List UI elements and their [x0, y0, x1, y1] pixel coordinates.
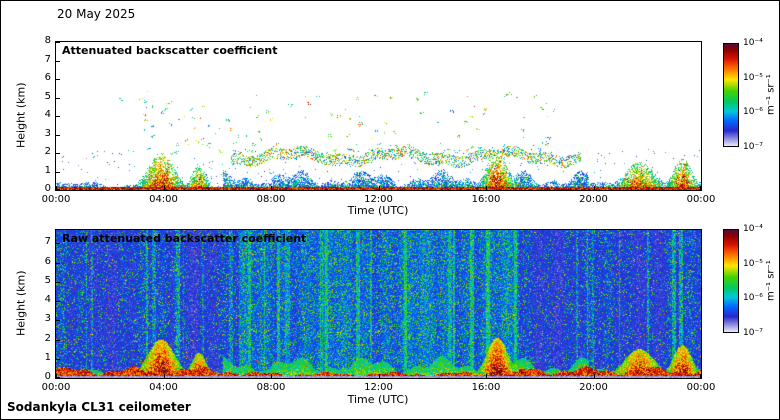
- date-label: 20 May 2025: [57, 7, 136, 21]
- x-tick-label: 04:00: [149, 382, 178, 393]
- y-axis-tick: [56, 42, 60, 43]
- y-axis-tick: [56, 340, 60, 341]
- x-axis-tick: [56, 374, 57, 378]
- x-tick-label: 12:00: [364, 382, 393, 393]
- colorbar-tick-label: 10⁻⁶: [743, 107, 763, 118]
- y-tick-label: 3: [44, 127, 51, 139]
- x-axis-tick: [379, 374, 380, 378]
- y-axis-tick: [56, 243, 60, 244]
- x-tick-label: 04:00: [149, 194, 178, 205]
- x-axis-tick: [56, 186, 57, 190]
- y-tick-label: 7: [44, 236, 51, 248]
- y-tick-label: 1: [44, 351, 51, 363]
- y-axis-tick: [56, 79, 60, 80]
- y-tick-label: 1: [44, 164, 51, 176]
- x-tick-label: 00:00: [41, 194, 71, 205]
- x-axis-tick: [594, 186, 595, 190]
- y-tick-label: 4: [44, 294, 51, 306]
- y-axis-tick: [56, 359, 60, 360]
- colorbar-bottom: [723, 229, 739, 333]
- colorbar-units-bottom: m⁻¹ sr⁻¹: [765, 260, 777, 302]
- panel-title-raw: Raw attenuated backscatter coefficient: [62, 232, 307, 245]
- y-tick-label: 7: [44, 53, 51, 65]
- x-axis-label-bottom: Time (UTC): [347, 393, 409, 406]
- y-tick-label: 3: [44, 313, 51, 325]
- x-axis-tick: [271, 186, 272, 190]
- y-axis-tick: [56, 301, 60, 302]
- y-tick-label: 5: [44, 90, 51, 102]
- y-tick-label: 4: [44, 109, 51, 120]
- x-tick-label: 20:00: [579, 382, 608, 393]
- y-axis-tick: [56, 263, 60, 264]
- y-tick-label: 8: [44, 35, 51, 46]
- attenuated-backscatter-heatmap: [56, 42, 701, 190]
- y-tick-label: 5: [44, 274, 51, 286]
- y-tick-label: 6: [44, 72, 51, 83]
- x-tick-label: 00:00: [686, 194, 716, 205]
- y-axis-tick: [56, 282, 60, 283]
- y-axis-tick: [56, 189, 60, 190]
- x-axis-tick: [486, 374, 487, 378]
- y-axis-tick: [56, 135, 60, 136]
- x-axis-tick: [486, 186, 487, 190]
- y-axis-tick: [56, 377, 60, 378]
- y-axis-tick: [56, 153, 60, 154]
- colorbar-tick-label: 10⁻⁵: [743, 258, 763, 269]
- x-axis-tick: [164, 374, 165, 378]
- y-axis-tick: [56, 116, 60, 117]
- panel-title-attenuated: Attenuated backscatter coefficient: [62, 44, 278, 57]
- colorbar-top: [723, 43, 739, 147]
- x-axis-tick: [700, 186, 701, 190]
- x-axis-tick: [271, 374, 272, 378]
- y-tick-label: 2: [44, 332, 51, 344]
- colorbar-tick-label: 10⁻⁵: [743, 72, 763, 83]
- y-axis-tick: [56, 98, 60, 99]
- y-axis-tick: [56, 61, 60, 62]
- y-axis-tick: [56, 172, 60, 173]
- x-axis-tick: [700, 374, 701, 378]
- x-axis-tick: [594, 374, 595, 378]
- x-tick-label: 12:00: [364, 194, 393, 205]
- x-axis-tick: [164, 186, 165, 190]
- colorbar-tick-label: 10⁻⁷: [743, 142, 763, 152]
- colorbar-tick-label: 10⁻⁴: [743, 224, 763, 234]
- colorbar-units-top: m⁻¹ sr⁻¹: [765, 74, 777, 116]
- x-tick-label: 16:00: [471, 194, 501, 205]
- x-tick-label: 20:00: [579, 194, 608, 205]
- panel-attenuated-backscatter: Attenuated backscatter coefficient: [55, 41, 702, 191]
- x-tick-label: 00:00: [686, 382, 716, 393]
- colorbar-tick-label: 10⁻⁴: [743, 38, 763, 48]
- x-tick-label: 08:00: [256, 382, 286, 393]
- y-axis-tick: [56, 320, 60, 321]
- y-tick-label: 0: [44, 183, 51, 194]
- panel-raw-backscatter: Raw attenuated backscatter coefficient: [55, 229, 702, 379]
- colorbar-tick-label: 10⁻⁶: [743, 293, 763, 304]
- raw-backscatter-heatmap: [56, 230, 701, 378]
- x-tick-label: 16:00: [471, 382, 501, 393]
- y-tick-label: 6: [44, 255, 51, 267]
- x-axis-tick: [379, 186, 380, 190]
- y-tick-label: 2: [44, 146, 51, 157]
- colorbar-tick-label: 10⁻⁷: [743, 328, 763, 338]
- x-tick-label: 08:00: [256, 194, 286, 205]
- y-tick-label: 0: [44, 371, 51, 382]
- x-tick-label: 00:00: [41, 382, 71, 393]
- x-axis-label-top: Time (UTC): [347, 204, 409, 217]
- instrument-label: Sodankyla CL31 ceilometer: [7, 400, 191, 414]
